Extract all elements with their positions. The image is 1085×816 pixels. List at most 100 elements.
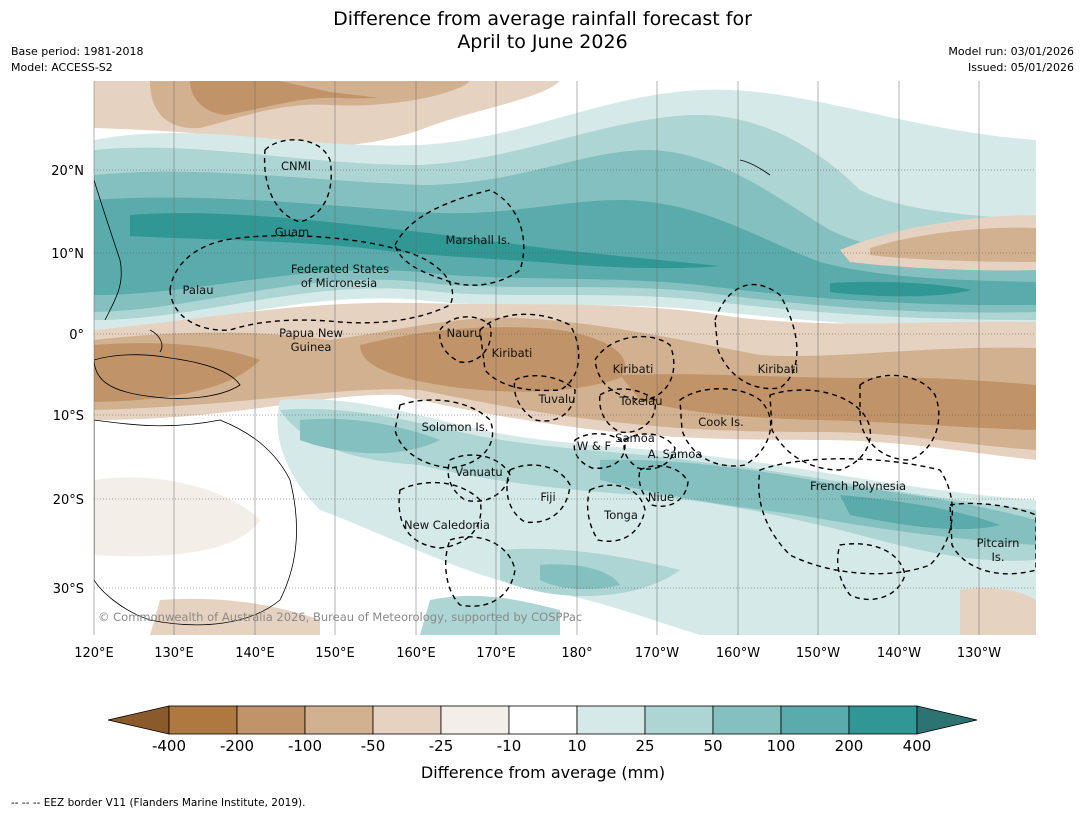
colorbar-segment — [168, 705, 238, 735]
eez-tonga — [586, 484, 646, 542]
wet-area — [840, 495, 1000, 530]
colorbar-tick: -10 — [497, 737, 522, 755]
eez-fr-poly-n — [859, 374, 940, 461]
map-field — [94, 81, 1036, 635]
place-label-kiribati-west: Kiribati — [492, 346, 533, 360]
colorbar-arrow-low — [107, 705, 170, 735]
place-label-nauru: Nauru — [447, 326, 482, 340]
dry-area — [94, 477, 260, 557]
graticule — [94, 169, 1036, 589]
philippines-coast — [94, 179, 122, 321]
place-label-palau: Palau — [183, 283, 214, 297]
map-title: Difference from average rainfall forecas… — [0, 8, 1085, 54]
colorbar-segment — [780, 705, 850, 735]
lat-label: 30°S — [53, 582, 84, 597]
lat-label: 10°S — [53, 409, 84, 424]
lon-label: 160°E — [396, 646, 436, 661]
wet-area — [540, 564, 620, 590]
meridians — [93, 81, 980, 635]
eez-marshall — [394, 189, 525, 286]
australia-coast — [94, 419, 297, 626]
colorbar-segment — [440, 705, 510, 735]
place-label-niue: Niue — [648, 490, 674, 504]
colorbar-tick: 200 — [835, 737, 864, 755]
eez-kiribati-w — [479, 313, 580, 392]
place-label-american-samoa: A. Samoa — [648, 447, 703, 461]
dry-area — [150, 598, 320, 635]
eez-austral — [837, 543, 906, 601]
lat-label: 20°S — [53, 493, 84, 508]
new-guinea-coast — [94, 354, 241, 399]
footnote-text: EEZ border V11 (Flanders Marine Institut… — [43, 797, 306, 809]
eez-solomon — [394, 399, 494, 469]
colorbar-tick: 100 — [767, 737, 796, 755]
lon-label: 160°W — [716, 646, 760, 661]
colorbar-tick: 10 — [567, 737, 586, 755]
place-label-samoa: Samoa — [615, 431, 655, 445]
lat-label: 10°N — [51, 247, 84, 262]
issued-date: Issued: 05/01/2026 — [967, 61, 1074, 74]
colorbar-tick: -200 — [220, 737, 254, 755]
colorbar-segment — [712, 705, 782, 735]
hawaii-coast — [739, 159, 771, 176]
colorbar-segment — [644, 705, 714, 735]
coastlines — [94, 159, 771, 626]
place-label-fsm-line1: Federated States — [291, 262, 389, 276]
title-line-1: Difference from average rainfall forecas… — [333, 8, 752, 30]
lon-label: 150°W — [796, 646, 840, 661]
colorbar-segment — [236, 705, 306, 735]
place-label-solomon: Solomon Is. — [422, 420, 489, 434]
dry-area — [280, 81, 470, 99]
colorbar-tick: -50 — [361, 737, 386, 755]
wet-area — [420, 595, 560, 635]
place-label-french-polynesia: French Polynesia — [810, 479, 906, 493]
wet-area — [830, 281, 972, 297]
colorbar-ticks: -400 -200 -100 -50 -25 -10 10 25 50 100 … — [152, 737, 931, 755]
eez-fsm — [169, 234, 454, 331]
place-label-vanuatu: Vanuatu — [455, 465, 502, 479]
colorbar-tick: 25 — [635, 737, 654, 755]
lon-label: 140°E — [235, 646, 275, 661]
place-label-png-line1: Papua New — [279, 326, 343, 340]
place-label-cook: Cook Is. — [698, 415, 743, 429]
title-line-2: April to June 2026 — [457, 31, 628, 53]
model-info: Base period: 1981-2018 Model: ACCESS-S2 — [11, 44, 143, 76]
eez-tuvalu — [513, 375, 576, 422]
lat-label: 0° — [69, 328, 84, 343]
copyright-notice: © Commonwealth of Australia 2026, Bureau… — [98, 610, 582, 624]
dry-area — [870, 227, 1036, 262]
dry-area — [360, 327, 626, 392]
eez-tokelau — [598, 388, 656, 434]
island-coast — [149, 329, 163, 353]
eez-cnmi — [263, 139, 332, 223]
eez-samoa — [623, 433, 676, 470]
colorbar-segment — [372, 705, 442, 735]
eez-nauru — [438, 316, 492, 363]
colorbar-tick: 400 — [903, 737, 932, 755]
dry-area — [620, 374, 1036, 430]
eez-kiribati-c — [594, 335, 675, 401]
place-label-wallis-futuna: W & F — [577, 439, 611, 453]
place-label-tokelau: Tokelau — [619, 394, 663, 408]
model-name: Model: ACCESS-S2 — [11, 61, 113, 74]
eez-french-polynesia — [758, 458, 953, 575]
colorbar-segment — [848, 705, 918, 735]
eez-cook — [679, 388, 772, 467]
colorbar-tick: -100 — [288, 737, 322, 755]
colorbar — [107, 705, 978, 735]
colorbar-tick: -25 — [429, 737, 454, 755]
place-label-png-line2: Guinea — [291, 340, 332, 354]
lon-label: 170°E — [476, 646, 516, 661]
lon-label: 120°E — [74, 646, 114, 661]
colorbar-tick: -400 — [152, 737, 186, 755]
longitude-labels: 120°E 130°E 140°E 150°E 160°E 170°E 180°… — [74, 646, 1001, 661]
place-labels: CNMI Guam Marshall Is. Federated States … — [183, 159, 1020, 564]
place-label-cnmi: CNMI — [281, 159, 311, 173]
lon-label: 150°E — [315, 646, 355, 661]
eez-pitcairn — [949, 502, 1036, 575]
place-label-kiribati-central: Kiribati — [613, 362, 654, 376]
colorbar-tick: 50 — [703, 737, 722, 755]
wet-area — [130, 213, 720, 269]
colorbar-segment — [576, 705, 646, 735]
eez-new-caledonia — [398, 481, 482, 549]
